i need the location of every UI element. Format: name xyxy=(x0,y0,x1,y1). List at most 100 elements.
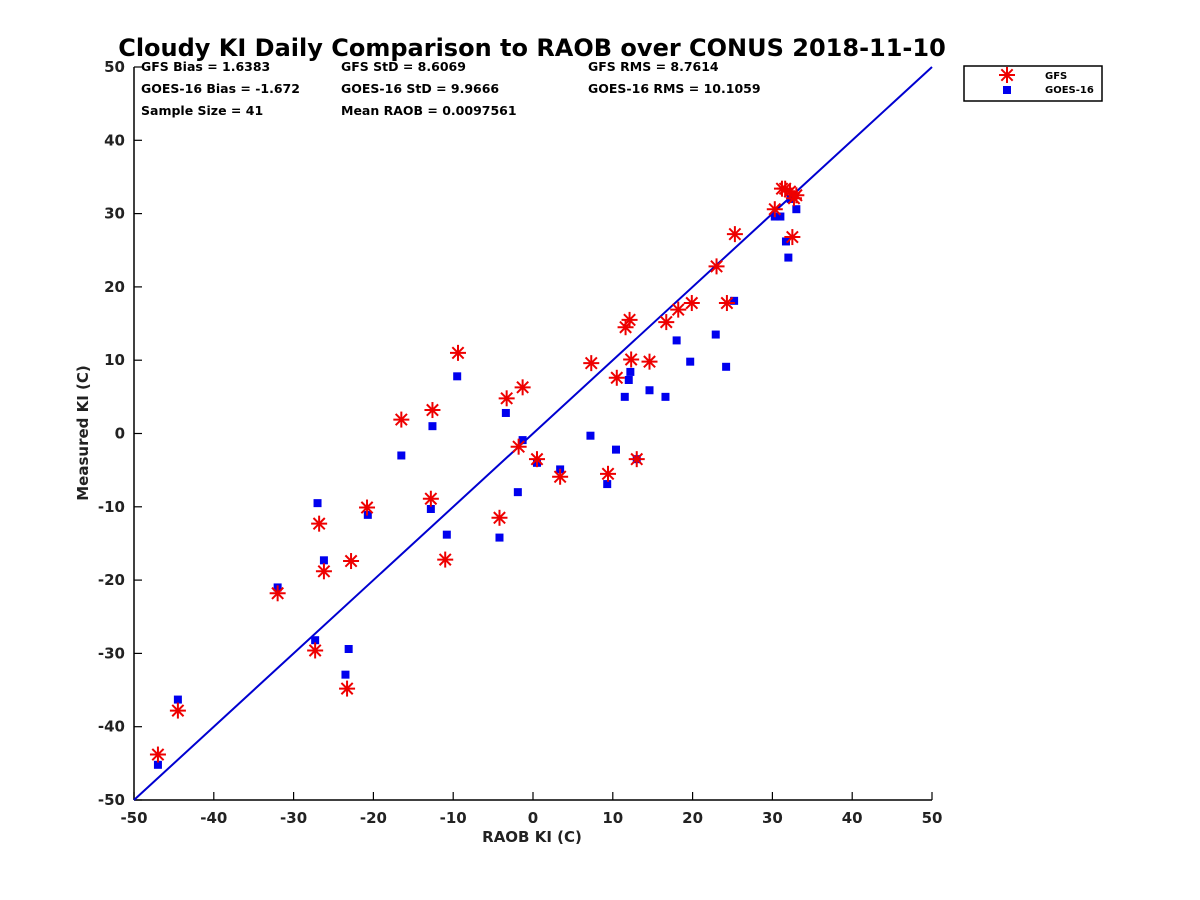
legend-gfs-label: GFS xyxy=(1045,71,1067,82)
goes-point xyxy=(513,488,522,497)
stat-gfs-rms: GFS RMS = 8.7614 xyxy=(588,59,719,74)
gfs-point xyxy=(718,295,735,312)
goes-point xyxy=(501,408,510,417)
gfs-point xyxy=(315,563,332,580)
stat-goes-rms: GOES-16 RMS = 10.1059 xyxy=(588,81,761,96)
goes-point xyxy=(428,422,437,431)
gfs-point xyxy=(514,379,531,396)
gfs-point xyxy=(269,585,286,602)
goes-point xyxy=(426,504,435,513)
gfs-point xyxy=(788,187,805,204)
gfs-point xyxy=(528,451,545,468)
x-tick-label: 20 xyxy=(682,809,703,827)
y-tick-label: -20 xyxy=(98,571,125,589)
gfs-point xyxy=(149,746,166,763)
x-tick-label: -10 xyxy=(440,809,467,827)
axes: -50 -40 -30 -20 -10 0 10 20 30 40 50 -50 -40 -30 -20 -1… xyxy=(98,58,943,827)
goes-point xyxy=(495,533,504,542)
x-tick-label: -50 xyxy=(120,809,147,827)
y-tick-label: 10 xyxy=(104,351,125,369)
y-tick-label: -10 xyxy=(98,498,125,516)
y-axis-label: Measured KI (C) xyxy=(74,365,92,501)
x-tick-label: 10 xyxy=(602,809,623,827)
gfs-point xyxy=(670,301,687,318)
gfs-point xyxy=(424,402,441,419)
gfs-point xyxy=(307,642,324,659)
y-tick-label: 0 xyxy=(115,425,125,443)
goes-point xyxy=(603,480,612,489)
goes-point xyxy=(620,392,629,401)
y-tick-label: -50 xyxy=(98,791,125,809)
goes-point xyxy=(344,645,353,654)
gfs-point xyxy=(437,551,454,568)
goes-point xyxy=(313,499,322,508)
goes-point xyxy=(686,357,695,366)
gfs-point xyxy=(621,311,638,328)
x-tick-label: 0 xyxy=(528,809,538,827)
goes-point xyxy=(722,362,731,371)
legend-gfs-marker xyxy=(999,67,1015,83)
gfs-point xyxy=(641,353,658,370)
stat-gfs-bias: GFS Bias = 1.6383 xyxy=(141,59,270,74)
legend-goes-marker xyxy=(1003,86,1011,94)
goes-point xyxy=(173,695,182,704)
y-tick-label: -40 xyxy=(98,718,125,736)
goes-point xyxy=(611,445,620,454)
stat-mean-raob: Mean RAOB = 0.0097561 xyxy=(341,103,517,118)
goes-point xyxy=(311,636,320,645)
goes-point xyxy=(397,451,406,460)
goes-point xyxy=(624,375,633,384)
goes-point xyxy=(319,556,328,565)
reference-line xyxy=(133,66,933,801)
goes-point xyxy=(784,253,793,262)
goes-point xyxy=(626,367,635,376)
gfs-point xyxy=(510,438,527,455)
goes-point xyxy=(730,296,739,305)
goes-point xyxy=(711,330,720,339)
gfs-point xyxy=(552,468,569,485)
gfs-point xyxy=(583,355,600,372)
gfs-point xyxy=(498,390,515,407)
gfs-point xyxy=(393,411,410,428)
gfs-point xyxy=(683,295,700,312)
y-tick-label: 30 xyxy=(104,205,125,223)
y-tick-label: -30 xyxy=(98,644,125,662)
gfs-point xyxy=(608,369,625,386)
gfs-point xyxy=(623,351,640,368)
gfs-point xyxy=(422,490,439,507)
gfs-point xyxy=(726,226,743,243)
goes-point xyxy=(645,386,654,395)
legend-goes-symbol xyxy=(1003,86,1011,94)
y-tick-label: 40 xyxy=(104,131,125,149)
goes-point xyxy=(586,431,595,440)
reference-line-group xyxy=(133,66,933,801)
y-tick-label: 20 xyxy=(104,278,125,296)
x-tick-label: -20 xyxy=(360,809,387,827)
stat-goes-bias: GOES-16 Bias = -1.672 xyxy=(141,81,300,96)
x-tick-label: 50 xyxy=(922,809,943,827)
gfs-point xyxy=(339,680,356,697)
goes-point xyxy=(661,392,670,401)
goes-point xyxy=(672,336,681,345)
goes-point xyxy=(792,205,801,214)
stat-goes-std: GOES-16 StD = 9.9666 xyxy=(341,81,499,96)
x-tick-label: -30 xyxy=(280,809,307,827)
stat-sample-size: Sample Size = 41 xyxy=(141,103,263,118)
gfs-point xyxy=(491,509,508,526)
gfs-point xyxy=(359,499,376,516)
gfs-point xyxy=(600,465,617,482)
gfs-point xyxy=(628,451,645,468)
legend-goes-label: GOES-16 xyxy=(1045,85,1094,96)
stats-block: GFS Bias = 1.6383 GFS StD = 8.6069 GFS R… xyxy=(141,59,761,118)
y-tick-label: 50 xyxy=(104,58,125,76)
goes-point xyxy=(781,237,790,246)
gfs-point xyxy=(708,258,725,275)
x-tick-label: 30 xyxy=(762,809,783,827)
goes-point xyxy=(776,212,785,221)
gfs-point xyxy=(784,229,801,246)
chart-title: Cloudy KI Daily Comparison to RAOB over … xyxy=(118,34,946,62)
legend-box xyxy=(963,65,1103,102)
goes-point xyxy=(453,372,462,381)
data-points xyxy=(149,180,805,769)
